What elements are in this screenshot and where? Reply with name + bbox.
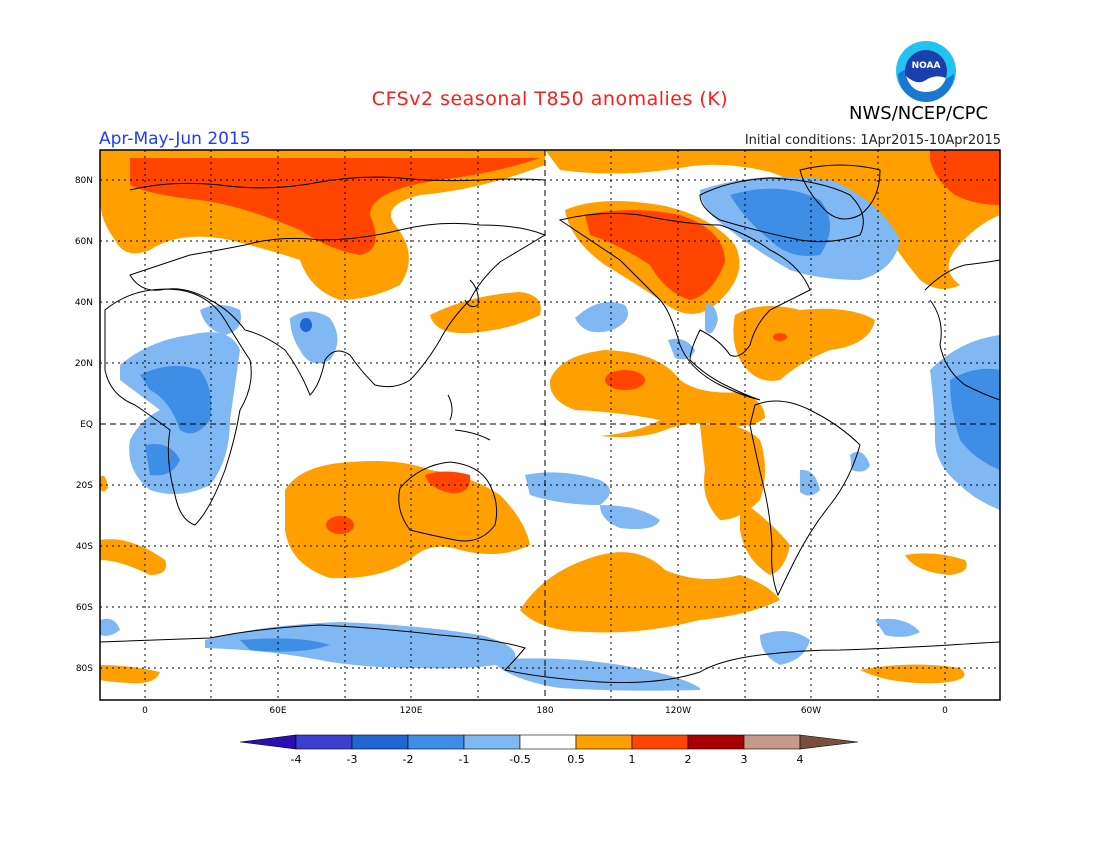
- noaa-logo: NOAA: [896, 41, 956, 102]
- colorbar-swatch: [407, 734, 465, 750]
- lat-label: 40N: [75, 298, 93, 308]
- forecast-period: Apr-May-Jun 2015: [99, 129, 251, 149]
- latitude-labels: 80N 60N 40N 20N EQ 20S 40S 60S 80S: [75, 176, 93, 674]
- initial-conditions: Initial conditions: 1Apr2015-10Apr2015: [744, 133, 1001, 148]
- map-frame: [99, 149, 1001, 701]
- warm-arctic-atlantic: [545, 150, 1000, 289]
- colorbar-label: -1: [459, 753, 470, 766]
- lon-label: 0: [142, 706, 148, 716]
- warm-east-pacific: [700, 424, 765, 520]
- lat-label: 80N: [75, 176, 93, 186]
- warm-atlantic-north: [733, 306, 875, 381]
- colorbar-label: -4: [291, 753, 302, 766]
- lat-label: 60S: [76, 603, 93, 613]
- lat-label: EQ: [80, 420, 93, 430]
- chart-title: CFSv2 seasonal T850 anomalies (K): [371, 88, 729, 110]
- anomaly-shading: [100, 150, 1000, 700]
- colorbar-swatch: [743, 734, 801, 750]
- colorbar-label: 3: [741, 753, 748, 766]
- colorbar-label: -3: [347, 753, 358, 766]
- colorbar-label: -0.5: [509, 753, 530, 766]
- svg-text:NOAA: NOAA: [912, 61, 941, 71]
- colorbar-swatch: [295, 734, 353, 750]
- colorbar-label: -2: [403, 753, 414, 766]
- lon-label: 60E: [269, 706, 286, 716]
- lon-label: 0: [942, 706, 948, 716]
- coastlines: [100, 164, 1000, 684]
- cool-antarctic: [205, 622, 516, 669]
- lat-label: 20S: [76, 481, 93, 491]
- warm-indian-ocean: [285, 461, 530, 579]
- hot-alaska: [585, 210, 725, 300]
- lon-label: 120E: [400, 706, 423, 716]
- colorbar-label: 2: [685, 753, 692, 766]
- colorbar-label: 0.5: [567, 753, 585, 766]
- colorbar-low-arrow: [239, 734, 297, 750]
- equator-dateline: [100, 150, 1000, 700]
- lon-label: 120W: [665, 706, 691, 716]
- lat-label: 20N: [75, 359, 93, 369]
- colorbar-high-arrow: [799, 734, 859, 750]
- colorbar: -4 -3 -2 -1 -0.5 0.5 1 2 3 4: [239, 734, 859, 766]
- warm-pacific-tropics: [549, 350, 765, 438]
- lat-label: 40S: [76, 542, 93, 552]
- warm-pacific-north: [430, 292, 541, 334]
- lat-label: 80S: [76, 664, 93, 674]
- colorbar-swatch: [687, 734, 745, 750]
- colorbar-swatch: [463, 734, 521, 750]
- hot-arctic-eurasia: [130, 158, 540, 255]
- organization-label: NWS/NCEP/CPC: [849, 103, 989, 124]
- colorbar-swatch: [575, 734, 633, 750]
- warm-southern-ocean: [520, 552, 780, 633]
- colorbar-swatch: [519, 734, 577, 750]
- cool-canada-core: [730, 188, 830, 256]
- colorbar-swatch: [351, 734, 409, 750]
- colorbar-swatch: [631, 734, 689, 750]
- graticule: [100, 150, 1000, 700]
- lon-label: 60W: [801, 706, 821, 716]
- lon-label: 180: [536, 706, 553, 716]
- lat-label: 60N: [75, 237, 93, 247]
- colorbar-label: 4: [797, 753, 804, 766]
- longitude-labels: 0 60E 120E 180 120W 60W 0: [142, 706, 948, 716]
- hot-arctic-atlantic: [930, 150, 1000, 205]
- colorbar-label: 1: [629, 753, 636, 766]
